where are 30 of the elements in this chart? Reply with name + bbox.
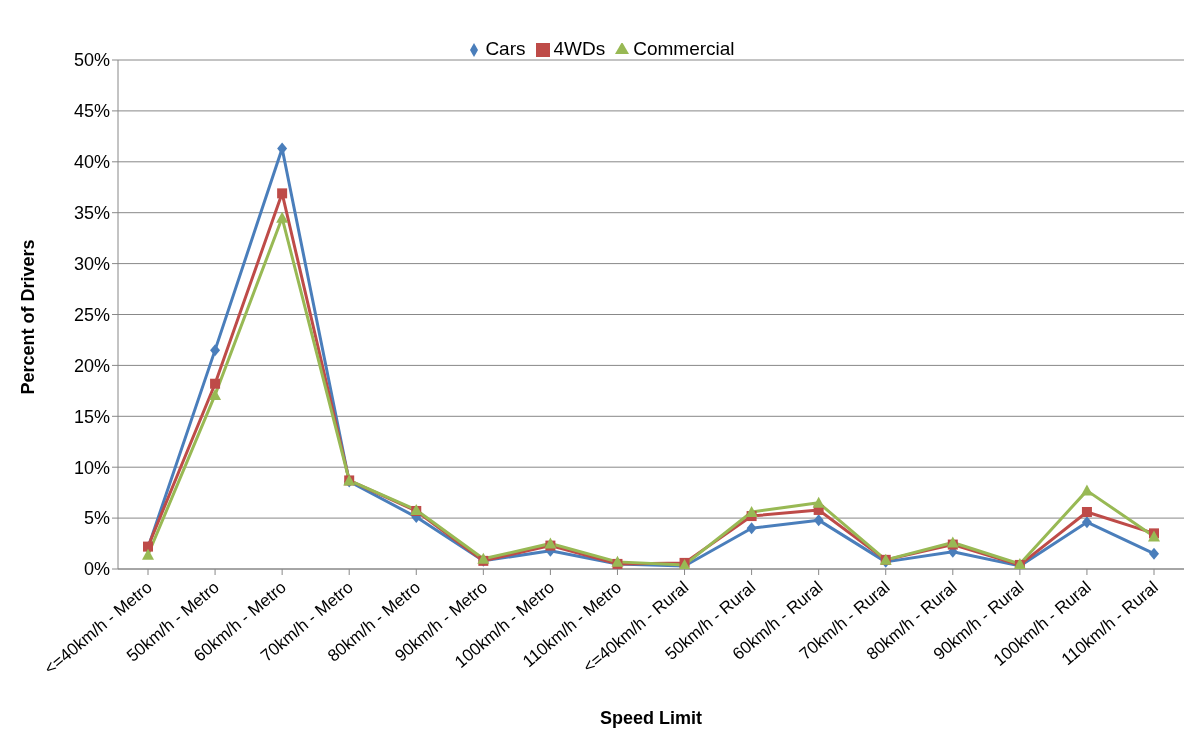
point <box>812 496 825 508</box>
y-tick-label: 35% <box>73 203 110 224</box>
y-tick-label: 45% <box>73 101 110 122</box>
point <box>210 344 221 357</box>
legend-label: 4WDs <box>553 38 606 59</box>
point <box>142 548 154 560</box>
point <box>746 522 757 535</box>
y-tick-label: 50% <box>73 50 110 71</box>
point <box>1081 506 1092 517</box>
point <box>813 514 824 527</box>
point <box>210 378 221 389</box>
y-tick-label: 0% <box>83 559 110 580</box>
y-tick-label: 15% <box>73 406 110 427</box>
y-axis-title: Percent of Drivers <box>18 239 39 395</box>
point <box>1080 484 1093 496</box>
legend-label: Cars <box>485 38 526 59</box>
legend-label: Commercial <box>633 38 735 59</box>
y-tick-label: 40% <box>73 152 110 173</box>
y-tick-label: 25% <box>73 304 110 325</box>
y-tick-label: 5% <box>83 508 110 529</box>
point <box>209 388 222 400</box>
point <box>1081 516 1092 529</box>
y-tick-label: 10% <box>73 457 110 478</box>
point <box>1149 547 1159 560</box>
y-tick-label: 30% <box>73 253 110 274</box>
y-tick-label: 20% <box>73 355 110 376</box>
point <box>276 211 289 223</box>
x-axis-title: Speed Limit <box>599 708 703 728</box>
point <box>745 505 758 517</box>
point <box>277 188 288 199</box>
